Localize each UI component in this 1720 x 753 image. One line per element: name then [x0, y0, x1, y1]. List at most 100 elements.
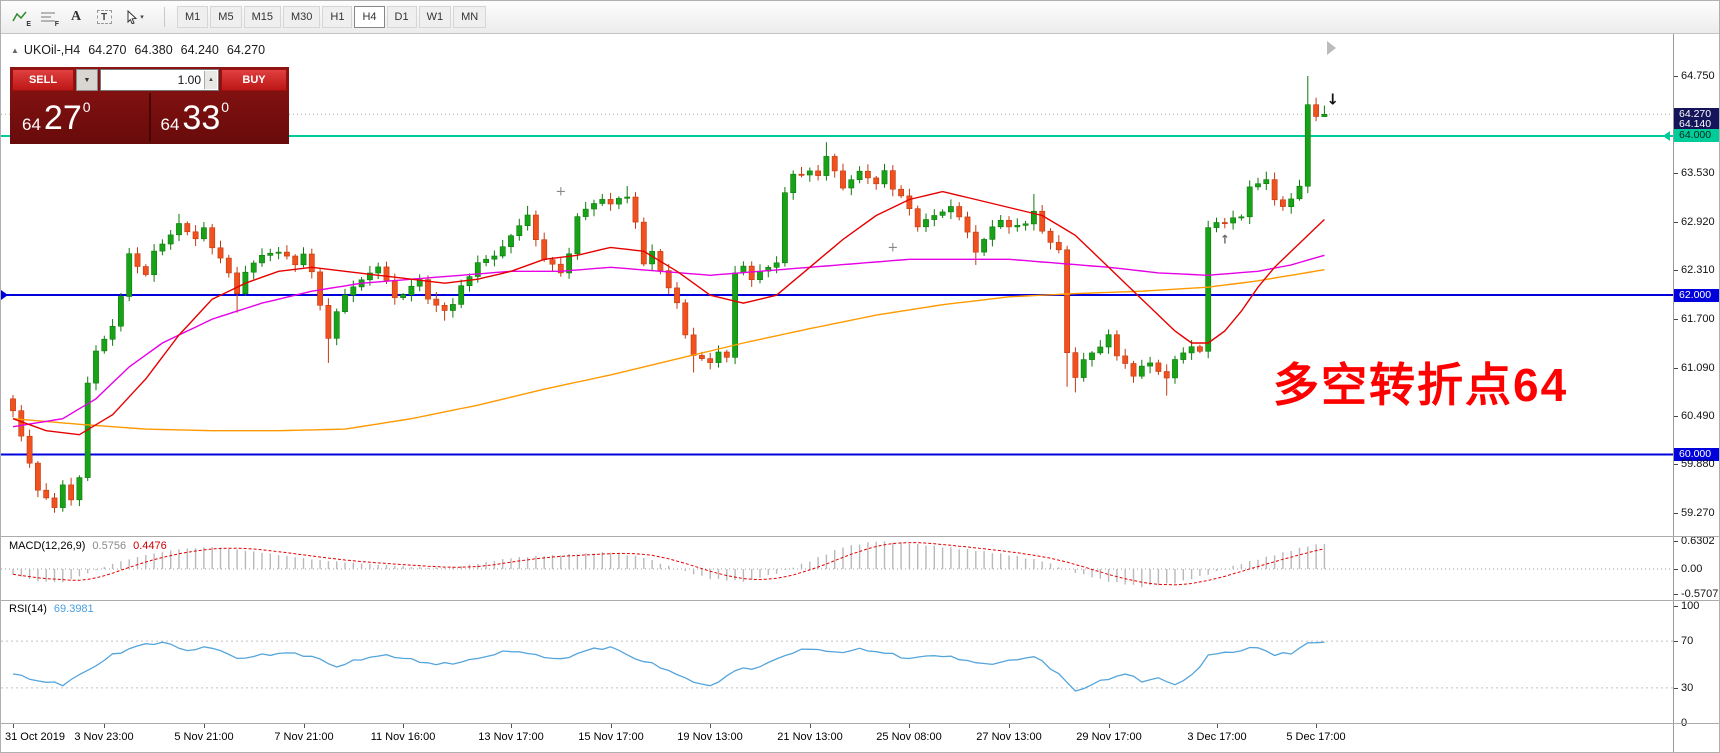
time-axis-label: 31 Oct 2019: [5, 731, 65, 743]
macd-label: MACD(12,26,9) 0.5756 0.4476: [9, 540, 167, 552]
chart-toolbar: E F A T ▾ M1 M5 M15 M30 H1 H4 D1 W1 MN: [1, 1, 1719, 34]
scroll-to-end-icon[interactable]: [1327, 41, 1336, 55]
time-axis-label: 5 Nov 21:00: [174, 731, 234, 743]
timeframe-button-H4[interactable]: H4: [354, 6, 385, 28]
candles-layer: [10, 76, 1328, 513]
chart-annotation-text: 多空转折点64: [1273, 359, 1569, 411]
volume-input[interactable]: [101, 70, 218, 90]
hline-handle-icon[interactable]: [1712, 131, 1719, 141]
cursor-tool-button[interactable]: ▾: [118, 5, 152, 29]
axis-tick: [1674, 641, 1678, 643]
text-frame-button[interactable]: T: [90, 5, 118, 29]
time-axis-label: 3 Dec 17:00: [1187, 731, 1247, 743]
sell-price-sup: 0: [82, 99, 91, 115]
collapse-trade-panel-icon[interactable]: ▲: [11, 45, 19, 55]
sell-price-display[interactable]: 64 27 0: [12, 93, 149, 142]
panel-separator[interactable]: [1, 600, 1719, 601]
macd-histogram: [12, 541, 1326, 588]
rsi-line: [12, 641, 1325, 692]
price-axis-label: 61.090: [1681, 361, 1715, 374]
trade-panel-divider: [148, 93, 151, 142]
time-axis-label: 25 Nov 08:00: [876, 731, 942, 743]
line-studies-button[interactable]: E: [6, 5, 34, 29]
axis-tick: [1674, 606, 1678, 607]
axis-tick: [1674, 541, 1678, 543]
timeframe-button-M15[interactable]: M15: [243, 6, 281, 28]
price-axis-badge: 64.000: [1674, 129, 1719, 143]
time-tick: [511, 724, 512, 728]
tool-glyph-e: E: [26, 21, 31, 28]
macd-value-signal: 0.4476: [133, 540, 167, 552]
price-axis-label: 62.310: [1681, 264, 1715, 277]
timeframe-button-W1[interactable]: W1: [418, 6, 452, 28]
time-tick: [1316, 724, 1317, 728]
toolbar-separator: [164, 7, 165, 27]
fibonacci-button[interactable]: F: [34, 5, 62, 29]
rsi-axis-label: 70: [1681, 635, 1694, 648]
sell-button[interactable]: SELL: [12, 69, 74, 91]
rsi-axis-label: 30: [1681, 681, 1694, 694]
chart-title: ▲ UKOil-,H4 64.270 64.380 64.240 64.270: [11, 43, 265, 57]
ohlc-open: 64.270: [88, 43, 127, 57]
text-frame-icon: T: [96, 10, 112, 24]
chevron-down-icon: ▾: [140, 14, 144, 21]
buy-price-display[interactable]: 64 33 0: [151, 93, 288, 142]
time-tick: [204, 724, 205, 728]
main-price-chart[interactable]: + + ↑ ↓: [1, 34, 1720, 536]
panel-separator[interactable]: [1, 723, 1719, 724]
axis-tick: [1674, 512, 1678, 514]
timeframe-button-M5[interactable]: M5: [210, 6, 242, 28]
axis-tick: [1674, 367, 1678, 369]
timeframe-button-H1[interactable]: H1: [322, 6, 353, 28]
axis-tick: [1674, 173, 1678, 175]
price-axis-label: 61.700: [1681, 313, 1715, 326]
price-axis-label: 59.270: [1681, 506, 1715, 519]
macd-panel[interactable]: [1, 537, 1720, 600]
timeframe-button-M30[interactable]: M30: [282, 6, 321, 28]
rsi-value: 69.3981: [53, 603, 94, 615]
price-axis-label: 59.880: [1681, 458, 1715, 471]
ma-mid-red: [12, 190, 1325, 436]
time-tick: [611, 724, 612, 728]
volume-dropdown-button[interactable]: ▼: [76, 69, 98, 91]
timeframe-button-MN[interactable]: MN: [453, 6, 487, 28]
axis-tick: [1674, 76, 1678, 77]
text-label-button[interactable]: A: [62, 5, 90, 29]
buy-price-sup: 0: [221, 99, 230, 115]
rsi-panel[interactable]: [1, 601, 1720, 723]
rsi-title: RSI(14): [9, 603, 47, 615]
axis-tick: [1674, 687, 1678, 689]
time-axis-label: 5 Dec 17:00: [1286, 731, 1346, 743]
axis-tick: [1674, 594, 1678, 596]
buy-button[interactable]: BUY: [221, 69, 287, 91]
time-axis-label: 21 Nov 13:00: [777, 731, 843, 743]
timeframe-button-D1[interactable]: D1: [386, 6, 417, 28]
time-axis-label: 19 Nov 13:00: [677, 731, 743, 743]
price-axis[interactable]: 64.750 64.270 64.140 64.000 63.530 62.920 62.3…: [1673, 34, 1719, 752]
hline-handle-icon[interactable]: [1663, 131, 1670, 141]
time-tick: [304, 724, 305, 728]
trade-panel-prices: 64 27 0 64 33 0: [12, 93, 287, 142]
panel-separator[interactable]: [1, 536, 1719, 537]
time-axis[interactable]: 31 Oct 2019 3 Nov 23:00 5 Nov 21:00 7 Nov 2…: [1, 724, 1673, 752]
price-axis-label: 60.490: [1681, 409, 1715, 422]
volume-spinner-up-icon[interactable]: ▲: [204, 71, 217, 89]
cursor-arrow-icon: [127, 10, 138, 24]
time-axis-label: 7 Nov 21:00: [274, 731, 334, 743]
axis-tick: [1674, 319, 1678, 321]
ohlc-high: 64.380: [134, 43, 173, 57]
time-axis-label: 11 Nov 16:00: [370, 731, 436, 743]
one-click-trading-panel: SELL ▼ ▲ BUY 64 27 0 64 33 0: [10, 67, 289, 144]
macd-axis-label: 0.6302: [1681, 535, 1715, 548]
ohlc-low: 64.240: [180, 43, 219, 57]
axis-tick: [1674, 270, 1678, 272]
hline-handle-icon[interactable]: [1, 290, 8, 300]
ohlc-close: 64.270: [226, 43, 266, 57]
buy-price-int: 64: [160, 115, 180, 134]
macd-signal-line: [12, 542, 1325, 586]
time-tick: [403, 724, 404, 728]
ma-long-magenta: [12, 254, 1325, 428]
timeframe-button-M1[interactable]: M1: [177, 6, 209, 28]
tool-glyph-f: F: [54, 21, 59, 28]
